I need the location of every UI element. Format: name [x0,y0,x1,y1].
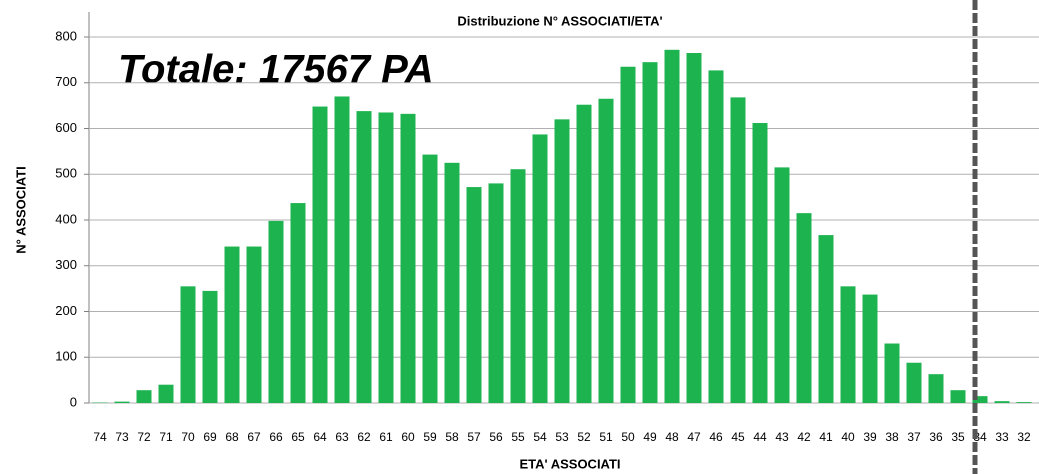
x-tick-label: 48 [665,430,679,444]
y-tick-label: 700 [55,74,77,89]
chart-title: Distribuzione N° ASSOCIATI/ETA' [457,13,662,28]
bar [730,97,746,403]
bar [576,104,592,404]
x-tick-label: 53 [555,430,569,444]
y-tick-label: 800 [55,28,77,43]
x-tick-label: 72 [137,430,151,444]
y-tick-label: 500 [55,166,77,181]
bar [620,66,636,404]
bar [994,401,1010,403]
bar [180,286,196,403]
bar [510,169,526,403]
x-tick-label: 39 [863,430,877,444]
bar [422,154,438,403]
bar [400,113,416,404]
x-tick-label: 69 [203,430,217,444]
bar [928,374,944,403]
x-tick-label: 36 [929,430,943,444]
x-tick-label: 62 [357,430,371,444]
x-tick-label: 42 [797,430,811,444]
x-tick-label: 59 [423,430,437,444]
bar [488,183,504,403]
bar [554,119,570,403]
x-tick-label: 65 [291,430,305,444]
y-tick-label: 0 [70,394,77,409]
bar [752,123,768,403]
bar [246,246,262,403]
bar [224,246,240,403]
bar [840,286,856,403]
bar [158,384,174,403]
x-tick-label: 64 [313,430,327,444]
x-tick-label: 52 [577,430,591,444]
x-tick-label: 57 [467,430,481,444]
y-axis-label: N° ASSOCIATI [13,166,28,254]
x-axis-label: ETA' ASSOCIATI [519,456,620,471]
annotation: Totale: 17567 PA [118,48,434,92]
bar [884,343,900,403]
bar [950,390,966,403]
x-tick-label: 37 [907,430,921,444]
bar [598,98,614,403]
y-tick-label: 400 [55,211,77,226]
x-tick-label: 43 [775,430,789,444]
y-tick-label: 300 [55,257,77,272]
bar [466,187,482,403]
bar [378,112,394,404]
x-tick-label: 68 [225,430,239,444]
x-tick-label: 71 [159,430,173,444]
x-tick-label: 41 [819,430,833,444]
x-tick-label: 47 [687,430,701,444]
x-tick-label: 33 [995,430,1009,444]
bar [356,111,372,404]
x-tick-label: 45 [731,430,745,444]
bar [532,134,548,403]
bar [642,62,658,403]
x-tick-label: 51 [599,430,613,444]
x-tick-label: 63 [335,430,349,444]
x-tick-label: 66 [269,430,283,444]
x-tick-label: 67 [247,430,261,444]
bar [334,96,350,403]
x-tick-label: 46 [709,430,723,444]
x-tick-label: 35 [951,430,965,444]
y-tick-label: 200 [55,303,77,318]
bar [796,213,812,403]
bar [202,290,218,403]
bar [664,49,680,404]
x-tick-label: 56 [489,430,503,444]
x-tick-label: 32 [1017,430,1031,444]
x-tick-label: 54 [533,430,547,444]
x-tick-label: 50 [621,430,635,444]
bar [774,167,790,403]
bar [136,390,152,403]
bar [686,53,702,403]
bar [114,401,130,403]
x-tick-label: 49 [643,430,657,444]
x-tick-label: 55 [511,430,525,444]
x-tick-label: 44 [753,430,767,444]
x-tick-label: 60 [401,430,415,444]
bar [818,235,834,403]
x-tick-label: 73 [115,430,129,444]
y-tick-label: 100 [55,349,77,364]
x-tick-label: 58 [445,430,459,444]
bar [290,203,306,403]
bar [1016,402,1032,403]
bar [312,106,328,403]
x-tick-label: 74 [93,430,107,444]
bar [862,294,878,403]
x-tick-label: 38 [885,430,899,444]
bar [972,396,988,403]
x-tick-label: 40 [841,430,855,444]
x-tick-label: 61 [379,430,393,444]
bar [444,162,460,403]
bar [268,220,284,403]
bar [906,362,922,403]
x-tick-label: 70 [181,430,195,444]
bar [708,70,724,404]
y-tick-label: 600 [55,120,77,135]
